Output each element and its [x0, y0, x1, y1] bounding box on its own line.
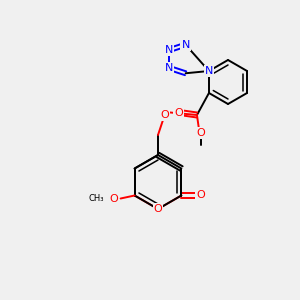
Text: N: N — [205, 66, 213, 76]
Text: O: O — [109, 194, 118, 203]
Text: O: O — [196, 128, 205, 138]
Text: N: N — [165, 63, 173, 73]
Text: O: O — [160, 110, 169, 120]
Text: N: N — [182, 40, 190, 50]
Text: O: O — [154, 204, 162, 214]
Text: O: O — [196, 190, 205, 200]
Text: O: O — [175, 108, 183, 118]
Text: CH₃: CH₃ — [88, 194, 103, 203]
Text: N: N — [165, 45, 173, 55]
